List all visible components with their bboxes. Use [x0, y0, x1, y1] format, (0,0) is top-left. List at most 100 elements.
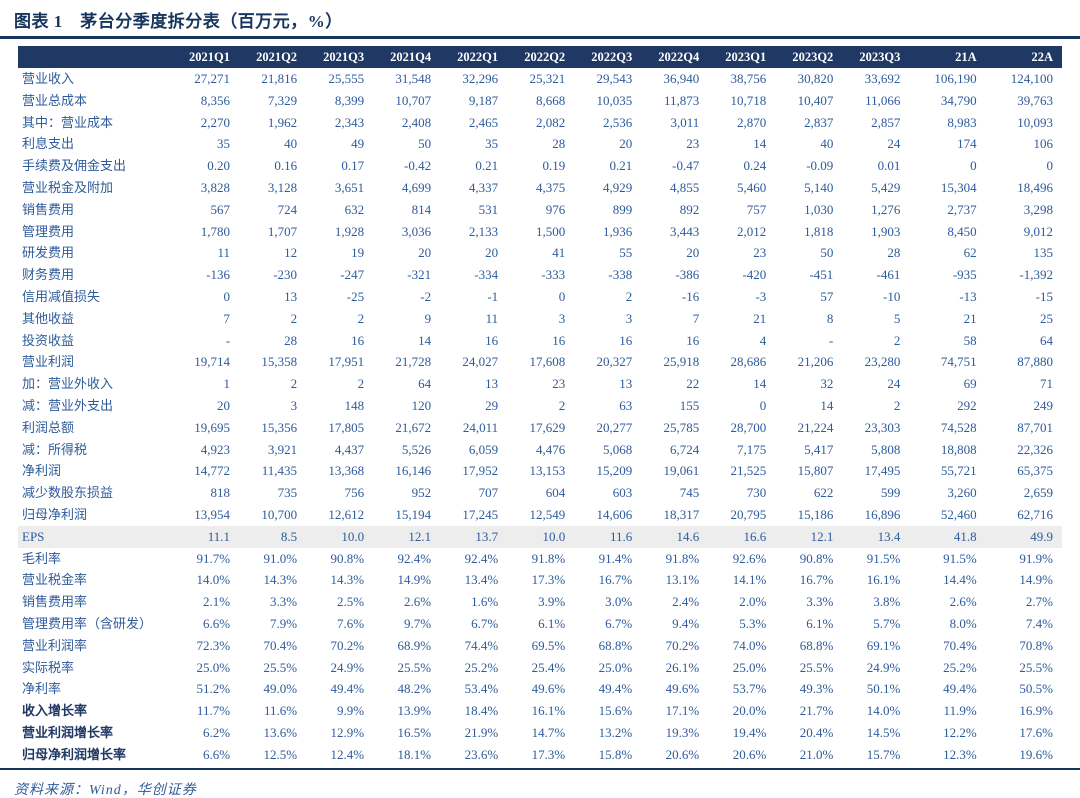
column-header: 2022Q1	[457, 50, 499, 64]
cell: 12.9%	[330, 724, 365, 740]
cell: 1.6%	[471, 594, 499, 610]
cell: 17.3%	[531, 572, 566, 588]
cell: 23,303	[864, 419, 901, 435]
cell: 12.2%	[943, 724, 977, 740]
cell: 14,772	[194, 463, 231, 479]
cell: 952	[411, 485, 432, 501]
cell: 5,526	[401, 441, 432, 457]
cell: 19.4%	[732, 724, 767, 740]
cell: 14.1%	[732, 572, 767, 588]
cell: 604	[545, 485, 566, 501]
cell: 12,612	[328, 506, 365, 522]
cell: 53.4%	[464, 681, 499, 697]
cell: 91.0%	[263, 550, 298, 566]
cell: 11.1	[207, 528, 231, 544]
cell: 12.4%	[330, 746, 365, 762]
cell: 2,270	[200, 114, 231, 130]
cell: 14.9%	[1019, 572, 1053, 588]
cell: 21.7%	[799, 703, 834, 719]
table-bottom-rule	[0, 767, 1080, 770]
cell: 20.0%	[732, 703, 767, 719]
table-row: 收入增长率 11.7% 11.6% 9.9% 13.9% 18.4% 16.1% 15.6% 1…	[18, 700, 1062, 722]
cell: 16.7%	[598, 572, 633, 588]
cell: 0	[1046, 158, 1053, 174]
cell: 531	[478, 201, 499, 217]
table-row: 营业收入 27,271 21,816 25,555 31,548 32,296 25,321…	[18, 68, 1062, 90]
cell: 8,356	[200, 92, 231, 108]
cell: 124,100	[1010, 71, 1053, 86]
cell: 632	[344, 201, 365, 217]
cell: 3.3%	[806, 594, 834, 610]
cell: -935	[952, 267, 977, 283]
cell: -338	[608, 267, 633, 283]
cell: 15.8%	[598, 746, 633, 762]
cell: 49.4%	[330, 681, 365, 697]
cell: 0	[759, 397, 767, 413]
cell: -230	[273, 267, 298, 283]
cell: 25,321	[529, 71, 566, 86]
cell: -15	[1035, 288, 1053, 304]
cell: 8,983	[947, 114, 977, 130]
table-row: 净利率 51.2% 49.0% 49.4% 48.2% 53.4% 49.6% 49.4% 49…	[18, 678, 1062, 700]
row-label: 营业利润	[22, 354, 75, 370]
cell: 0.17	[341, 158, 365, 174]
cell: 6.7%	[471, 615, 499, 631]
cell: 567	[210, 201, 231, 217]
cell: 0	[970, 158, 977, 174]
row-label: 财务费用	[22, 267, 75, 283]
cell: 19.6%	[1019, 746, 1053, 762]
cell: 12,549	[529, 506, 566, 522]
cell: 15,358	[261, 354, 298, 370]
cell: 5.7%	[873, 615, 901, 631]
figure-title: 图表 1 茅台分季度拆分表（百万元，%）	[14, 12, 343, 31]
cell: 18,317	[663, 506, 700, 522]
cell: 2,857	[871, 114, 901, 130]
table-row: 加：营业外收入 1 2 2 64 13 23 13 22 14 32 24 69 71	[18, 373, 1062, 395]
cell: 35	[217, 136, 231, 152]
cell: 11,066	[865, 92, 901, 108]
cell: 51.2%	[196, 681, 231, 697]
cell: 13.1%	[665, 572, 700, 588]
cell: 7	[223, 310, 231, 326]
cell: 12.3%	[943, 746, 977, 762]
table-row: 手续费及佣金支出 0.20 0.16 0.17 -0.42 0.21 0.19 0.21 -0.…	[18, 155, 1062, 177]
cell: -333	[541, 267, 566, 283]
cell: -334	[474, 267, 499, 283]
cell: 730	[746, 485, 767, 501]
row-label: 营业收入	[22, 71, 75, 86]
cell: 13.9%	[397, 703, 432, 719]
cell: 17,629	[529, 419, 566, 435]
cell: 41.8	[953, 528, 977, 544]
cell: 20	[686, 245, 700, 261]
cell: 2	[290, 376, 298, 392]
row-label: 利润总额	[22, 419, 75, 435]
cell: 14.0%	[196, 572, 231, 588]
cell: 25,918	[663, 354, 700, 370]
cell: 249	[1033, 397, 1053, 413]
cell: 10,407	[797, 92, 834, 108]
cell: 50.1%	[866, 681, 901, 697]
cell: 26.1%	[665, 659, 700, 675]
cell: 74,528	[940, 419, 977, 435]
cell: 8	[826, 310, 834, 326]
cell: 25.5%	[1019, 659, 1053, 675]
row-label: 管理费用	[22, 223, 75, 239]
cell: 2	[625, 288, 633, 304]
cell: 70.8%	[1019, 637, 1053, 653]
row-label: 管理费用率（含研发）	[22, 615, 153, 631]
row-label: 营业总成本	[22, 92, 88, 108]
cell: 21	[963, 310, 977, 326]
cell: 3,298	[1023, 201, 1053, 217]
cell: 14	[418, 332, 432, 348]
cell: 892	[679, 201, 700, 217]
cell: 13.7	[475, 528, 499, 544]
cell: 21,816	[261, 71, 298, 86]
column-header: 2021Q1	[189, 50, 231, 64]
cell: 4,337	[468, 179, 499, 195]
cell: 6.2%	[202, 724, 231, 740]
cell: 20.6%	[665, 746, 700, 762]
row-label: 实际税率	[22, 659, 75, 675]
cell: 5,429	[871, 179, 901, 195]
cell: -13	[959, 288, 977, 304]
cell: 33,692	[864, 71, 901, 86]
